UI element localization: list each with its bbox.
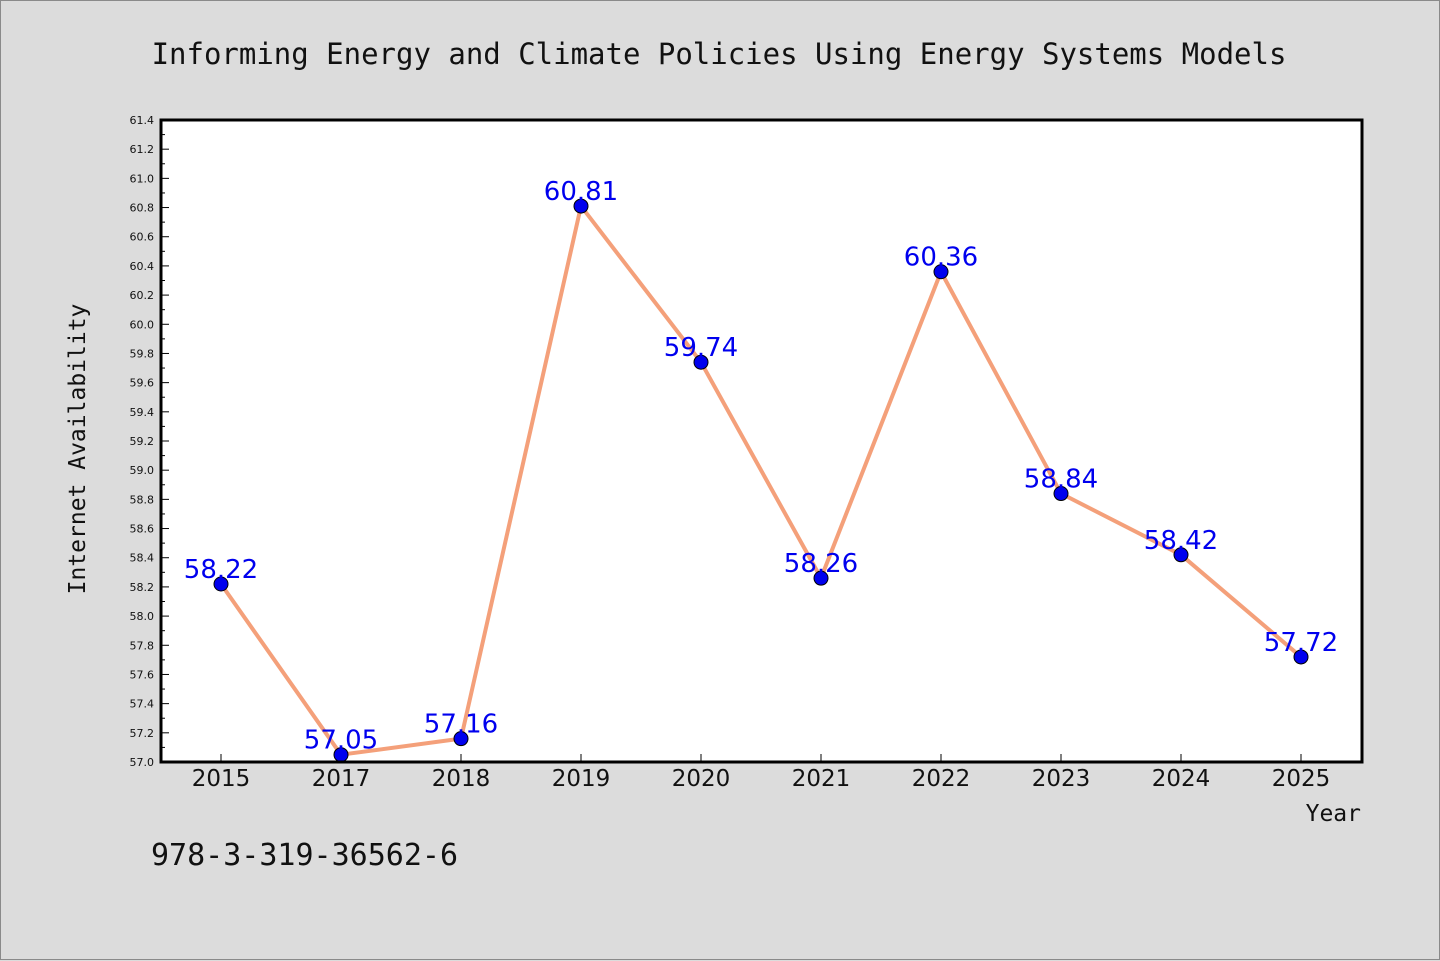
data-label: 60.81 [544,177,618,207]
x-tick-label: 2018 [432,766,491,792]
data-label: 59.74 [664,333,738,363]
data-label: 58.84 [1024,465,1098,495]
y-tick-label: 61.2 [130,143,155,156]
x-tick-label: 2025 [1272,766,1331,792]
data-label: 58.42 [1144,526,1218,556]
x-tick-label: 2022 [912,766,971,792]
y-tick-label: 59.8 [130,347,155,360]
y-tick-label: 57.6 [130,668,155,681]
plot-border [159,118,1364,764]
y-tick-label: 61.0 [130,172,155,185]
y-tick-label: 61.4 [130,114,155,127]
data-label: 60.36 [904,243,978,273]
data-point [693,354,709,370]
y-tick-label: 60.6 [130,231,155,244]
data-point [1173,547,1189,563]
y-tick-label: 58.0 [130,610,155,623]
y-axis-label: Internet Availability [65,304,91,595]
y-tick-label: 60.2 [130,289,155,302]
data-point [933,264,949,280]
y-tick-label: 58.6 [130,523,155,536]
x-axis-label: Year [1306,801,1361,827]
y-tick-label: 59.4 [130,406,155,419]
y-tick-label: 59.6 [130,377,155,390]
data-label: 57.05 [304,726,378,756]
plot-area [161,120,1362,762]
data-point [1293,649,1309,665]
x-tick-label: 2017 [312,766,371,792]
y-tick-label: 59.0 [130,464,155,477]
x-tick-label: 2021 [792,766,851,792]
y-tick-label: 60.4 [130,260,155,273]
x-tick-label: 2015 [192,766,251,792]
data-label: 57.72 [1264,628,1338,658]
y-tick-label: 58.8 [130,493,155,506]
y-tick-label: 60.0 [130,318,155,331]
x-tick-label: 2020 [672,766,731,792]
data-label: 58.22 [184,555,258,585]
y-tick-label: 57.4 [130,698,155,711]
series-group: 58.22 57.05 57.16 60.81 59.74 58.26 60.36 58.84… [184,177,1338,763]
data-point [573,198,589,214]
x-tick-label: 2023 [1032,766,1091,792]
data-point [1053,486,1069,502]
data-point [453,731,469,747]
y-tick-label: 58.4 [130,552,155,565]
x-tick-label: 2024 [1152,766,1211,792]
isbn-text: 978-3-319-36562-6 [151,838,458,873]
y-tick-label: 57.0 [130,756,155,769]
data-point [813,570,829,586]
data-point [213,576,229,592]
series-line [219,204,1303,757]
y-tick-label: 58.2 [130,581,155,594]
y-axis: 57.0 57.2 57.4 57.6 57.8 58.0 58.2 58.4 58.6 58.8… [130,114,169,769]
x-axis: 2015 2017 2018 2019 2020 2021 2022 2023 2024 2025 [192,754,1331,792]
data-label: 58.26 [784,549,858,579]
data-label: 57.16 [424,710,498,740]
y-tick-label: 60.8 [130,202,155,215]
chart-title: Informing Energy and Climate Policies Us… [152,37,1287,71]
x-tick-label: 2019 [552,766,611,792]
y-tick-label: 57.8 [130,639,155,652]
y-tick-label: 59.2 [130,435,155,448]
y-tick-label: 57.2 [130,727,155,740]
